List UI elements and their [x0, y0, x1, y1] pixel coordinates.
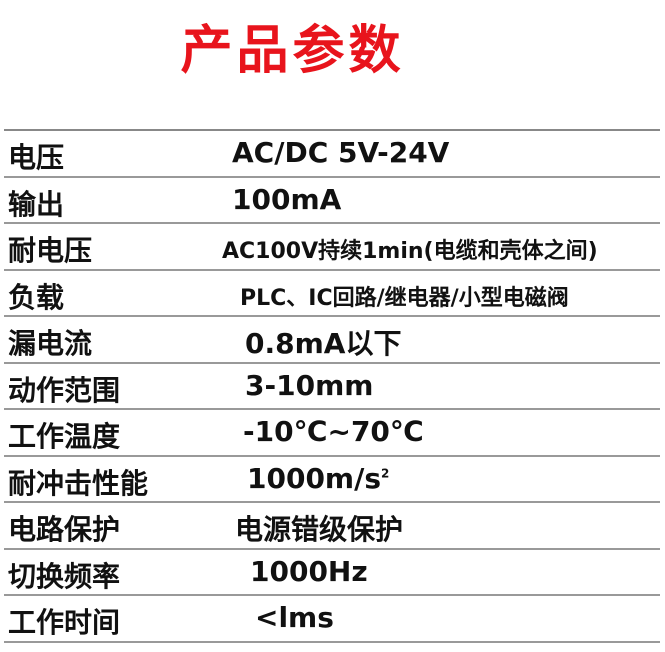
spec-value: AC/DC 5V-24V: [232, 136, 450, 169]
spec-row-operating-time: 工作时间 <lms: [4, 596, 660, 643]
spec-value: 1000m/s: [247, 461, 381, 495]
spec-row-leakage-current: 漏电流 0.8mA以下: [4, 317, 660, 364]
spec-value: 100mA: [232, 182, 342, 216]
spec-value: 1000Hz: [250, 554, 368, 588]
spec-label: 负载: [8, 280, 65, 314]
spec-label: 电压: [8, 141, 65, 174]
spec-value: -10℃~70℃: [243, 415, 424, 448]
spec-label: 耐电压: [8, 234, 93, 267]
spec-label: 工作时间: [8, 606, 121, 639]
spec-value-wrap: 1000m/s2: [247, 462, 389, 495]
spec-value: PLC、IC回路/继电器/小型电磁阀: [240, 285, 569, 311]
spec-label: 漏电流: [8, 327, 93, 360]
spec-label: 切换频率: [8, 559, 121, 593]
spec-row-switching-frequency: 切换频率 1000Hz: [4, 550, 660, 596]
spec-row-output: 输出 100mA: [4, 178, 660, 224]
page-title: 产品参数: [180, 21, 405, 81]
spec-label: 动作范围: [8, 373, 121, 407]
spec-value-superscript: 2: [381, 466, 390, 481]
spec-label: 耐冲击性能: [8, 466, 149, 500]
spec-label: 输出: [8, 187, 65, 221]
spec-row-load: 负载 PLC、IC回路/继电器/小型电磁阀: [4, 271, 660, 317]
spec-row-operating-range: 动作范围 3-10mm: [4, 364, 660, 410]
spec-label: 电路保护: [8, 513, 121, 546]
spec-value: <lms: [255, 601, 334, 634]
spec-table: 电压 AC/DC 5V-24V 输出 100mA 耐电压 AC100V持续1min(电…: [4, 129, 660, 643]
spec-value: 电源错级保护: [235, 513, 404, 546]
spec-row-circuit-protection: 电路保护 电源错级保护: [4, 503, 660, 550]
spec-row-operating-temperature: 工作温度 -10℃~70℃: [4, 410, 660, 457]
spec-row-withstand-voltage: 耐电压 AC100V持续1min(电缆和壳体之间): [4, 224, 660, 271]
spec-row-shock-resistance: 耐冲击性能 1000m/s2: [4, 457, 660, 503]
spec-value: AC100V持续1min(电缆和壳体之间): [222, 239, 598, 264]
spec-row-voltage: 电压 AC/DC 5V-24V: [4, 131, 660, 178]
spec-value: 0.8mA以下: [245, 327, 402, 360]
spec-value: 3-10mm: [245, 368, 374, 402]
spec-label: 工作温度: [8, 420, 121, 453]
